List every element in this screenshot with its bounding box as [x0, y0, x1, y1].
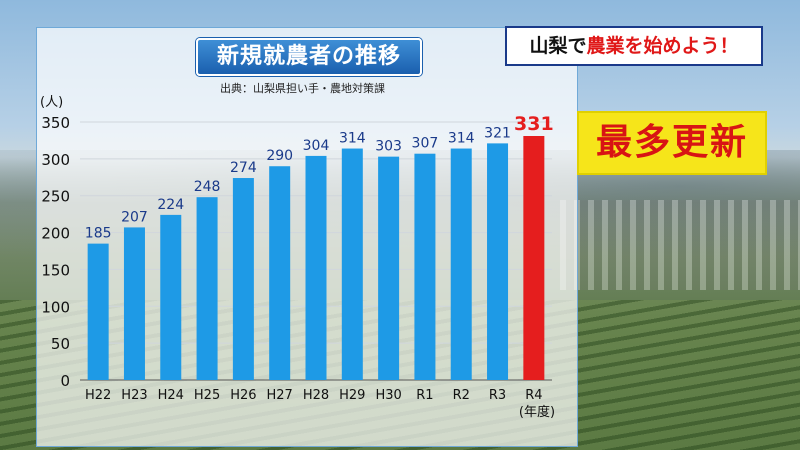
x-tick-label: R4 [525, 388, 542, 403]
x-tick-label: R2 [453, 388, 470, 403]
bar [523, 136, 545, 380]
x-tick-label: R3 [489, 388, 506, 403]
data-label: 274 [230, 160, 257, 176]
data-label: 314 [339, 131, 366, 147]
data-label: 207 [121, 209, 148, 225]
y-tick-label: 250 [41, 188, 70, 206]
bar [378, 156, 400, 380]
background-town [560, 200, 800, 290]
x-tick-label: H22 [85, 388, 111, 403]
data-label: 248 [194, 179, 221, 195]
data-label: 331 [514, 113, 554, 135]
bar [160, 214, 182, 380]
y-tick-label: 350 [41, 114, 70, 132]
data-label: 290 [266, 148, 293, 164]
x-tick-label: H24 [158, 388, 184, 403]
bar [305, 155, 327, 380]
x-tick-label: H25 [194, 388, 220, 403]
chart-title: 新規就農者の推移 [196, 38, 422, 76]
banner-highlight: 農業を始めよう！ [586, 35, 739, 57]
bar [123, 227, 145, 380]
source-note: 出典：山梨県担い手・農地対策課 [220, 82, 385, 95]
y-tick-label: 0 [60, 372, 70, 390]
y-tick-label: 50 [51, 335, 70, 353]
x-axis-label: (年度) [519, 404, 555, 420]
bar [414, 153, 436, 380]
y-tick-label: 100 [41, 298, 70, 316]
data-label: 321 [484, 125, 511, 141]
x-tick-label: R1 [416, 388, 433, 403]
x-tick-label: H28 [303, 388, 329, 403]
banner-place: 山梨で [529, 35, 587, 57]
bar [487, 143, 509, 380]
data-label: 307 [412, 136, 439, 152]
y-tick-label: 150 [41, 261, 70, 279]
record-badge: 最多更新 [577, 111, 767, 175]
y-tick-label: 200 [41, 225, 70, 243]
bar [450, 148, 472, 380]
x-tick-label: H27 [267, 388, 293, 403]
data-label: 304 [303, 138, 330, 154]
x-tick-label: H29 [339, 388, 365, 403]
data-label: 224 [157, 197, 184, 213]
data-label: 314 [448, 131, 475, 147]
x-tick-label: H23 [121, 388, 147, 403]
x-tick-label: H26 [230, 388, 256, 403]
data-label: 185 [85, 226, 112, 242]
y-tick-label: 300 [41, 151, 70, 169]
data-label: 303 [375, 139, 402, 155]
bar [269, 166, 291, 380]
bar [196, 197, 218, 380]
y-axis-label: (人) [40, 95, 63, 110]
bar [87, 243, 109, 380]
campaign-banner: 山梨で農業を始めよう！ [505, 26, 763, 66]
x-tick-label: H30 [375, 388, 401, 403]
bar [341, 148, 363, 380]
bar [232, 178, 254, 380]
